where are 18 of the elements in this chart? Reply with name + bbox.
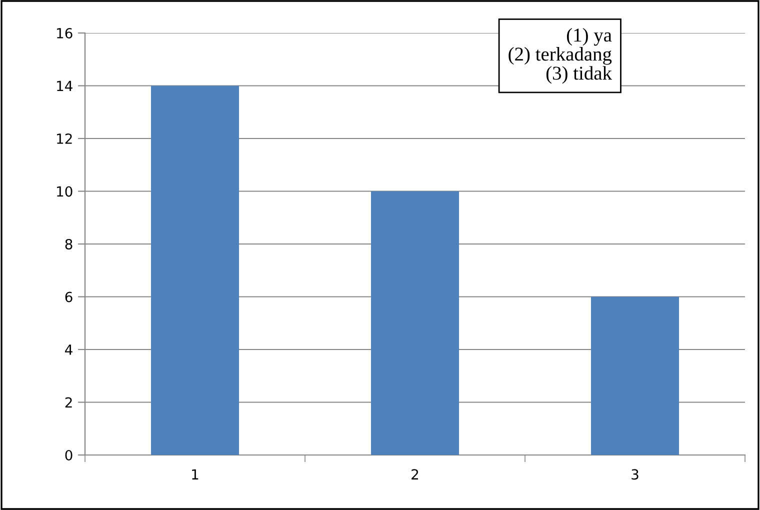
y-tick-label: 8 <box>65 238 72 250</box>
x-tick-label: 1 <box>192 469 198 480</box>
annotation: (1) ya <box>566 28 612 46</box>
annotation: (3) tidak <box>546 66 612 84</box>
y-tick-label: 12 <box>57 133 72 144</box>
bar <box>371 191 459 455</box>
y-tick-label: 16 <box>57 28 72 38</box>
y-tick-label: 10 <box>57 186 72 197</box>
y-tick-label: 4 <box>65 344 72 355</box>
y-tick-label: 14 <box>57 80 72 92</box>
y-tick-label: 2 <box>65 397 72 408</box>
bar <box>591 296 679 455</box>
y-tick-label: 0 <box>65 450 72 460</box>
x-tick-label: 2 <box>412 469 418 480</box>
y-tick-label: 6 <box>65 292 72 302</box>
annotation: (2) terkadang <box>508 47 612 65</box>
x-tick-label: 3 <box>632 469 638 480</box>
bar <box>151 86 239 455</box>
